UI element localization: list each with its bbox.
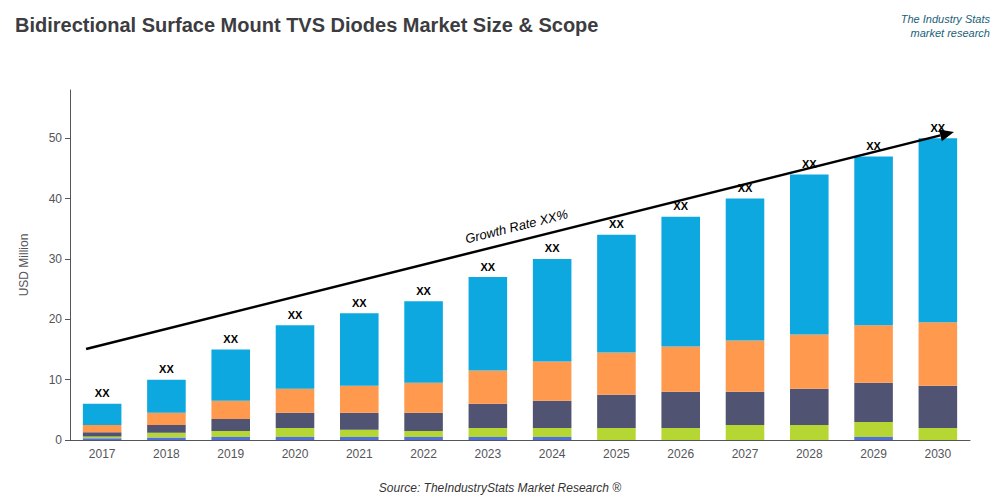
svg-text:Bidirectional Surface Mount TV: Bidirectional Surface Mount TVS Diodes M… [15, 14, 598, 36]
svg-text:2017: 2017 [89, 447, 116, 461]
svg-text:The Industry Stats: The Industry Stats [901, 13, 991, 25]
svg-text:Source: TheIndustryStats Marke: Source: TheIndustryStats Market Research… [379, 481, 621, 495]
svg-text:XX: XX [737, 182, 753, 195]
svg-text:2030: 2030 [925, 447, 952, 461]
svg-text:USD Million: USD Million [17, 234, 31, 297]
svg-text:XX: XX [609, 218, 624, 230]
svg-text:XX: XX [481, 261, 496, 273]
svg-text:Growth Rate XX%: Growth Rate XX% [464, 206, 570, 246]
svg-text:30: 30 [49, 252, 63, 266]
svg-text:2023: 2023 [475, 447, 502, 461]
svg-text:2024: 2024 [539, 447, 566, 461]
svg-text:XX: XX [545, 242, 560, 254]
svg-text:XX: XX [866, 139, 881, 152]
svg-text:2022: 2022 [410, 447, 437, 461]
svg-text:XX: XX [416, 285, 431, 297]
svg-text:2020: 2020 [282, 447, 309, 461]
svg-text:2018: 2018 [153, 447, 180, 461]
svg-text:2027: 2027 [732, 447, 759, 461]
svg-text:XX: XX [95, 387, 110, 399]
svg-text:40: 40 [49, 192, 63, 206]
svg-text:XX: XX [288, 309, 303, 321]
svg-text:10: 10 [49, 373, 63, 387]
svg-text:2028: 2028 [796, 447, 823, 461]
svg-text:2025: 2025 [603, 447, 630, 461]
svg-text:XX: XX [159, 363, 174, 375]
svg-text:50: 50 [49, 131, 63, 145]
svg-text:2019: 2019 [217, 447, 244, 461]
svg-text:market research: market research [911, 27, 990, 39]
svg-text:XX: XX [352, 297, 367, 309]
svg-text:XX: XX [223, 333, 238, 345]
svg-text:2021: 2021 [346, 447, 373, 461]
svg-text:0: 0 [55, 433, 62, 447]
svg-text:XX: XX [930, 121, 946, 134]
svg-text:2026: 2026 [667, 447, 694, 461]
svg-text:XX: XX [673, 200, 689, 213]
svg-text:2029: 2029 [860, 447, 887, 461]
svg-text:20: 20 [49, 312, 63, 326]
svg-text:XX: XX [801, 158, 817, 170]
